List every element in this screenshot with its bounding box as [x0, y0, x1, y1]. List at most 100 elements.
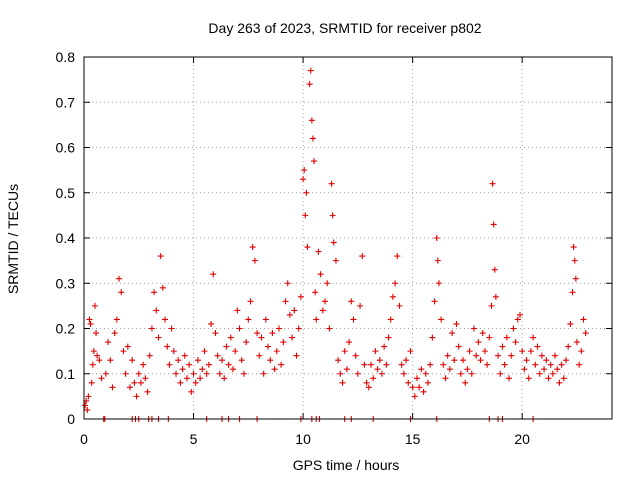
- data-point: [455, 343, 462, 350]
- data-point: [473, 352, 480, 359]
- data-point: [403, 357, 410, 364]
- data-point: [113, 316, 120, 323]
- data-point: [210, 271, 217, 278]
- data-point: [339, 379, 346, 386]
- x-tick-label: 20: [514, 431, 530, 447]
- y-tick-label: 0.7: [56, 94, 76, 110]
- data-point: [431, 298, 438, 305]
- data-point: [116, 275, 123, 282]
- data-point: [142, 375, 149, 382]
- data-point: [192, 379, 199, 386]
- data-point: [324, 280, 331, 287]
- data-point: [155, 334, 162, 341]
- data-point: [492, 293, 499, 300]
- data-point: [238, 357, 245, 364]
- data-point: [582, 330, 589, 337]
- data-point: [433, 235, 440, 241]
- data-point: [201, 348, 208, 355]
- data-point: [442, 375, 449, 382]
- data-point: [446, 366, 453, 373]
- data-point: [225, 361, 232, 368]
- data-point: [249, 244, 256, 251]
- data-point: [527, 348, 534, 355]
- data-point: [523, 357, 530, 364]
- data-point: [337, 370, 344, 377]
- data-point: [144, 388, 151, 395]
- data-point: [372, 348, 379, 355]
- data-point: [243, 339, 250, 346]
- data-point: [102, 370, 109, 377]
- data-point: [308, 117, 315, 124]
- data-point: [503, 334, 510, 341]
- data-point: [315, 248, 322, 255]
- data-point: [109, 384, 116, 391]
- data-point: [573, 339, 580, 346]
- data-point: [571, 257, 578, 264]
- data-point: [567, 320, 574, 327]
- data-point: [166, 361, 173, 368]
- data-point: [205, 361, 212, 368]
- data-point: [317, 271, 324, 278]
- data-point: [420, 388, 427, 395]
- data-point: [330, 239, 337, 246]
- data-point: [175, 357, 182, 364]
- data-point: [434, 257, 441, 264]
- data-point: [164, 343, 171, 350]
- data-point: [98, 375, 105, 382]
- data-point: [530, 334, 537, 341]
- data-point: [506, 375, 513, 382]
- data-point: [275, 325, 282, 332]
- data-point: [332, 257, 339, 264]
- data-point: [570, 244, 577, 251]
- data-point: [291, 307, 298, 314]
- data-point: [392, 280, 399, 287]
- data-point: [424, 379, 431, 386]
- data-point: [304, 244, 311, 251]
- data-point: [284, 280, 291, 287]
- plot-frame: [83, 56, 613, 420]
- data-point: [346, 339, 353, 346]
- data-point: [307, 67, 314, 74]
- data-point: [94, 352, 101, 359]
- data-point: [558, 361, 565, 368]
- data-point: [293, 352, 300, 359]
- data-point: [297, 293, 304, 300]
- data-point: [407, 348, 414, 355]
- data-point: [262, 316, 269, 323]
- data-point: [499, 343, 506, 350]
- data-point: [82, 402, 89, 409]
- data-point: [111, 330, 118, 337]
- data-point: [271, 366, 278, 373]
- data-point: [286, 311, 293, 318]
- data-point: [562, 357, 569, 364]
- data-points: [82, 67, 589, 422]
- data-point: [368, 361, 375, 368]
- data-point: [466, 348, 473, 355]
- data-point: [451, 357, 458, 364]
- data-point: [278, 361, 285, 368]
- data-point: [363, 379, 370, 386]
- data-point: [183, 375, 190, 382]
- data-point: [552, 352, 559, 359]
- data-point: [394, 253, 401, 260]
- data-point: [521, 366, 528, 373]
- data-point: [190, 370, 197, 377]
- data-point: [481, 348, 488, 355]
- data-point: [254, 330, 261, 337]
- data-point: [84, 406, 91, 413]
- data-point: [301, 167, 308, 174]
- data-point: [124, 343, 131, 350]
- x-tick-label: 0: [80, 431, 88, 447]
- data-point: [385, 334, 392, 341]
- data-point: [273, 348, 280, 355]
- data-point: [245, 316, 252, 323]
- y-tick-label: 0.6: [56, 140, 76, 156]
- data-point: [400, 370, 407, 377]
- data-point: [256, 352, 263, 359]
- y-tick-label: 0: [67, 411, 75, 427]
- data-point: [140, 361, 147, 368]
- data-point: [88, 379, 95, 386]
- data-point: [387, 316, 394, 323]
- data-point: [383, 361, 390, 368]
- data-point: [422, 370, 429, 377]
